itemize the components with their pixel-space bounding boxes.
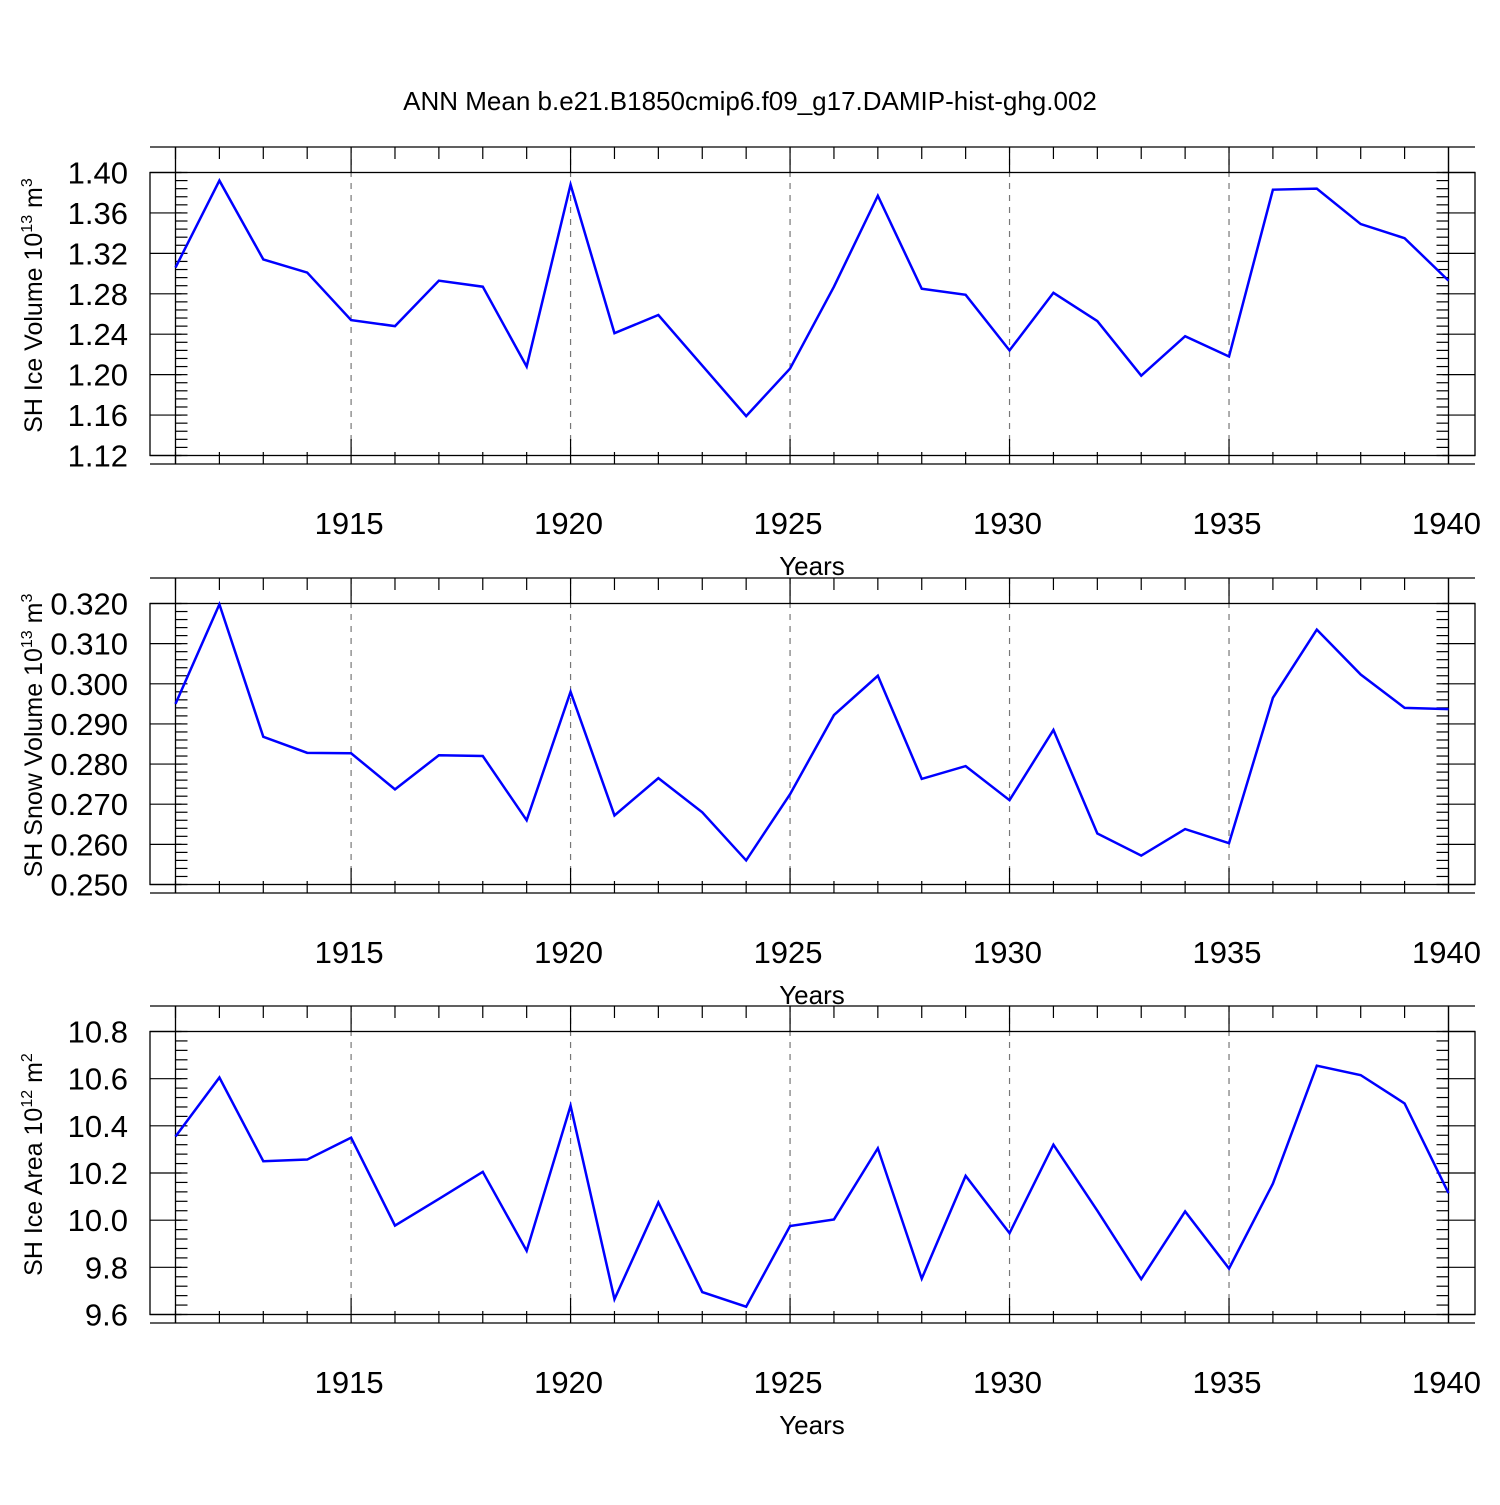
y-axis-label-superscript: 13 [19, 630, 36, 648]
y-tick-label: 1.28 [68, 277, 128, 312]
x-tick-label: 1915 [315, 935, 384, 970]
x-tick-label: 1935 [1193, 506, 1262, 541]
x-tick-label: 1925 [754, 506, 823, 541]
plot-frame [150, 604, 1475, 885]
y-tick-label: 0.320 [50, 587, 128, 622]
x-tick-label: 1920 [534, 935, 603, 970]
x-tick-label: 1930 [973, 506, 1042, 541]
y-axis-label-superscript: 13 [19, 215, 36, 233]
y-tick-label: 10.6 [68, 1062, 128, 1097]
y-axis-label: SH Snow Volume 1013 m3 [19, 594, 48, 878]
y-tick-label: 0.300 [50, 667, 128, 702]
y-axis-label-superscript: 3 [19, 594, 36, 603]
y-tick-label: 0.290 [50, 707, 128, 742]
series-line [176, 181, 1449, 416]
panel-1: 1.12 1.16 1.20 1.24 1.28 1.32 1.36 1.40 1915 1920… [19, 147, 1481, 581]
x-axis-label: Years [779, 1410, 845, 1440]
y-tick-label: 1.32 [68, 236, 128, 271]
y-tick-label: 0.250 [50, 868, 128, 903]
x-tick-label: 1930 [973, 1365, 1042, 1400]
x-tick-label: 1930 [973, 935, 1042, 970]
x-tick-label: 1920 [534, 1365, 603, 1400]
y-tick-label: 1.20 [68, 358, 128, 393]
y-axis-label-text: SH Ice Area 10 [20, 1108, 48, 1276]
plot-frame [150, 173, 1475, 456]
y-axis-label-text: m [20, 187, 48, 215]
y-tick-label: 1.40 [68, 156, 128, 191]
y-tick-label: 0.260 [50, 827, 128, 862]
y-tick-label: 0.310 [50, 627, 128, 662]
y-tick-label: 9.6 [85, 1298, 128, 1333]
x-tick-label: 1925 [754, 1365, 823, 1400]
panel-3: 9.6 9.8 10.0 10.2 10.4 10.6 10.8 1915 1920 1925 19… [19, 1006, 1481, 1440]
series-line [176, 604, 1449, 860]
x-tick-label: 1940 [1412, 506, 1481, 541]
y-tick-label: 1.12 [68, 439, 128, 474]
x-tick-label: 1920 [534, 506, 603, 541]
y-axis-label: SH Ice Area 1012 m2 [19, 1053, 48, 1276]
y-tick-label: 0.270 [50, 787, 128, 822]
y-axis-label-text: m [20, 603, 48, 631]
y-axis-label-superscript: 3 [19, 178, 36, 187]
series-line [176, 1066, 1449, 1307]
y-tick-label: 10.0 [68, 1203, 128, 1238]
y-axis-label: SH Ice Volume 1013 m3 [19, 178, 48, 433]
y-tick-label: 9.8 [85, 1250, 128, 1285]
chart-title: ANN Mean b.e21.B1850cmip6.f09_g17.DAMIP-… [403, 86, 1097, 116]
panel-2: 0.250 0.260 0.270 0.280 0.290 0.300 0.310 0.320… [19, 578, 1481, 1010]
y-axis-label-superscript: 12 [19, 1090, 36, 1108]
x-axis-label: Years [779, 551, 845, 581]
y-tick-label: 0.280 [50, 747, 128, 782]
x-tick-label: 1935 [1193, 935, 1262, 970]
y-axis-label-text: m [20, 1062, 48, 1090]
x-tick-label: 1925 [754, 935, 823, 970]
x-tick-label: 1915 [315, 1365, 384, 1400]
y-axis-label-text: SH Snow Volume 10 [20, 648, 48, 877]
y-tick-label: 1.36 [68, 196, 128, 231]
y-tick-label: 10.8 [68, 1015, 128, 1050]
y-axis-label-text: SH Ice Volume 10 [20, 233, 48, 433]
x-tick-label: 1940 [1412, 935, 1481, 970]
y-axis-label-superscript: 2 [19, 1053, 36, 1062]
x-tick-label: 1915 [315, 506, 384, 541]
y-tick-label: 10.4 [68, 1109, 128, 1144]
y-tick-label: 1.24 [68, 317, 128, 352]
y-tick-label: 1.16 [68, 398, 128, 433]
x-tick-label: 1940 [1412, 1365, 1481, 1400]
y-tick-label: 10.2 [68, 1156, 128, 1191]
x-tick-label: 1935 [1193, 1365, 1262, 1400]
